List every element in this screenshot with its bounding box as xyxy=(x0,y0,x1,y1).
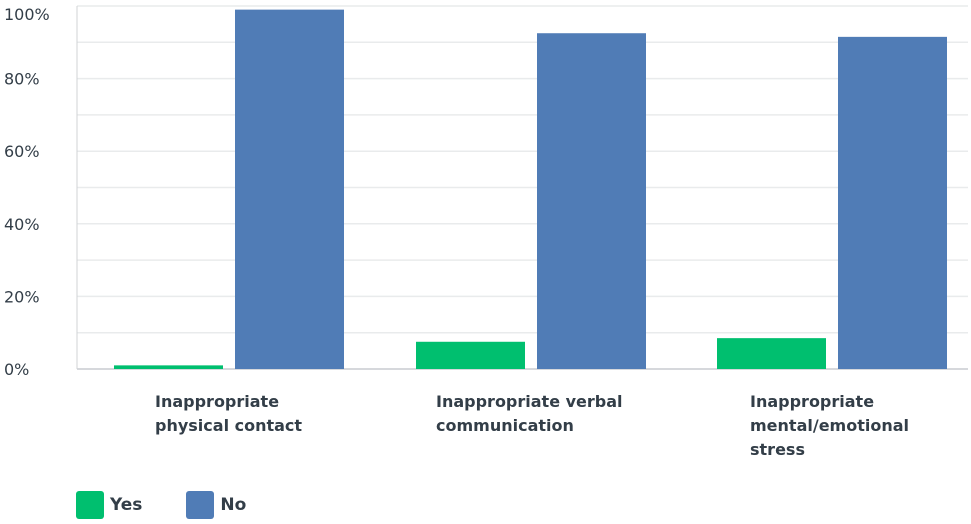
y-tick-label: 0% xyxy=(4,360,29,379)
legend-item-no[interactable]: No xyxy=(186,491,246,519)
category-label-mental-emotional-stress: Inappropriate mental/emotional stress xyxy=(750,392,909,459)
y-tick-label: 20% xyxy=(4,287,40,306)
category-label-physical-contact: Inappropriate physical contact xyxy=(155,392,303,435)
legend-label-no: No xyxy=(220,495,247,515)
category-label-verbal-communication: Inappropriate verbal communication xyxy=(436,392,623,435)
legend-item-yes[interactable]: Yes xyxy=(76,491,142,519)
y-tick-label: 100% xyxy=(4,5,50,24)
bar-no-2[interactable] xyxy=(537,33,646,369)
bars xyxy=(114,9,947,369)
bar-yes-2[interactable] xyxy=(416,341,525,369)
legend-label-yes: Yes xyxy=(110,495,143,515)
bar-no-1[interactable] xyxy=(235,9,344,369)
legend-swatch-no xyxy=(186,491,215,519)
bar-yes-1[interactable] xyxy=(114,365,223,369)
gridlines xyxy=(77,5,968,370)
legend: Yes No xyxy=(76,490,290,520)
y-tick-label: 40% xyxy=(4,215,40,234)
y-tick-label: 60% xyxy=(4,142,40,161)
legend-swatch-yes xyxy=(76,491,104,519)
bar-chart: 0% 20% 40% 60% 80% 100% xyxy=(4,5,968,379)
y-axis-ticks: 0% 20% 40% 60% 80% 100% xyxy=(4,5,50,379)
y-tick-label: 80% xyxy=(4,70,40,89)
bar-yes-3[interactable] xyxy=(717,338,826,369)
bar-no-3[interactable] xyxy=(838,36,947,369)
